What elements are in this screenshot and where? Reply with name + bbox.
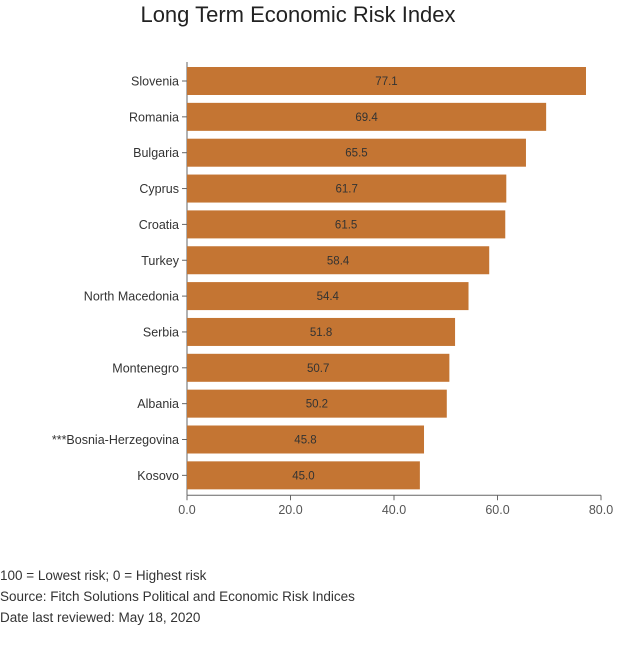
data-label: 58.4: [327, 255, 350, 267]
category-label: Slovenia: [131, 75, 179, 89]
bar: [187, 102, 547, 131]
bar: [187, 353, 450, 382]
category-label: Turkey: [141, 254, 179, 268]
x-tick-label: 40.0: [382, 503, 406, 517]
data-label: 50.2: [306, 399, 328, 411]
bar: [187, 389, 447, 418]
bar: [187, 138, 526, 167]
category-label: Bulgaria: [133, 146, 179, 160]
bar: [187, 210, 506, 239]
data-label: 65.5: [345, 148, 367, 160]
category-label: Serbia: [143, 325, 179, 339]
data-label: 69.4: [355, 112, 378, 124]
chart-title: Long Term Economic Risk Index: [140, 2, 456, 27]
scale-note: 100 = Lowest risk; 0 = Highest risk: [0, 568, 207, 583]
category-label: Kosovo: [137, 469, 179, 483]
footnotes: 100 = Lowest risk; 0 = Highest risk Sour…: [0, 565, 355, 628]
data-label: 45.8: [294, 435, 316, 447]
data-label: 61.5: [335, 219, 357, 231]
bar: [187, 282, 469, 311]
bar-chart: Slovenia 77.1 Romania 69.4 Bulgaria 65.5 Cypru…: [52, 62, 613, 517]
data-label: 51.8: [310, 327, 332, 339]
x-tick-label: 60.0: [485, 503, 509, 517]
bar: [187, 461, 420, 490]
category-label: Croatia: [139, 218, 179, 232]
category-label: Albania: [137, 397, 179, 411]
date-reviewed-note: Date last reviewed: May 18, 2020: [0, 610, 201, 625]
category-label: Cyprus: [139, 182, 179, 196]
bar: [187, 317, 456, 346]
bar: [187, 246, 490, 275]
x-tick-label: 80.0: [589, 503, 613, 517]
category-label: Romania: [129, 110, 179, 124]
source-note: Source: Fitch Solutions Political and Ec…: [0, 589, 355, 604]
bar: [187, 174, 507, 203]
data-label: 54.4: [317, 291, 340, 303]
x-tick-label: 0.0: [178, 503, 195, 517]
data-label: 50.7: [307, 363, 329, 375]
category-label: Montenegro: [112, 361, 179, 375]
category-label: ***Bosnia-Herzegovina: [52, 433, 179, 447]
data-label: 61.7: [335, 184, 357, 196]
data-label: 77.1: [375, 76, 397, 88]
category-label: North Macedonia: [84, 290, 179, 304]
data-label: 45.0: [292, 470, 314, 482]
bar: [187, 67, 586, 95]
x-tick-label: 20.0: [278, 503, 302, 517]
bar: [187, 425, 425, 454]
